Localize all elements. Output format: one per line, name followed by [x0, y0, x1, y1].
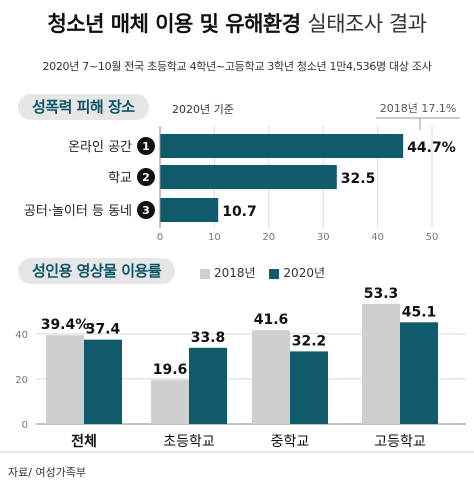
v-category-label: 전체: [71, 433, 97, 450]
v-tick-label: 0: [22, 420, 28, 431]
v-bar-value-label: 19.6: [153, 362, 188, 378]
v-bar-value-label: 33.8: [191, 330, 226, 346]
h-bar-2: [160, 165, 337, 189]
basis-year-note: 2020년 기준: [172, 103, 234, 116]
v-bar-value-label: 45.1: [402, 304, 437, 320]
v-bar-value-label: 41.6: [254, 312, 289, 328]
v-tick-label: 20: [15, 375, 28, 386]
legend-label-2020: 2020년: [283, 266, 326, 280]
v-bar-value-label: 32.2: [292, 333, 327, 349]
page-title: 청소년 매체 이용 및 유해환경 실태조사 결과: [0, 8, 474, 38]
h-category-label: 공터·놀이터 등 동네: [24, 204, 132, 219]
h-bar-value-label: 10.7: [222, 204, 257, 220]
legend: 2018년 2020년: [200, 264, 335, 281]
title-light: 실태조사 결과: [307, 12, 427, 36]
rank-badge-icon: [137, 201, 155, 219]
v-bar-2018년-1: [46, 335, 84, 424]
legend-item-2020: 2020년: [269, 264, 325, 281]
h-tick-label: 40: [371, 232, 384, 243]
v-category-label: 중학교: [271, 434, 310, 450]
legend-label-2018: 2018년: [214, 266, 256, 280]
v-bar-value-label: 39.4%: [41, 317, 90, 333]
rank-number: 2: [142, 171, 150, 184]
v-bar-2020년-1: [84, 339, 122, 424]
h-tick-label: 50: [426, 232, 439, 243]
v-bar-2018년-2: [151, 379, 189, 424]
v-bar-2020년-4: [400, 322, 438, 424]
h-category-label: 학교: [108, 171, 132, 186]
v-tick-label: 40: [15, 330, 28, 341]
source-note: 자료/ 여성가족부: [8, 466, 87, 479]
h-tick-label: 10: [208, 232, 221, 243]
rank-number: 3: [142, 204, 150, 217]
section-label-adult-media: 성인용 영상물 이용률: [18, 258, 176, 284]
v-bar-2020년-3: [290, 351, 328, 424]
subtitle: 2020년 7~10월 전국 초등학교 4학년~고등학교 3학년 청소년 1만4…: [42, 60, 432, 73]
reference-label: 2018년 17.1%: [380, 102, 457, 115]
v-category-label: 고등학교: [374, 434, 426, 450]
h-category-label: 온라인 공간: [68, 140, 132, 155]
h-tick-label: 0: [157, 232, 163, 243]
h-tick-label: 20: [262, 232, 275, 243]
v-bar-2020년-2: [189, 347, 227, 424]
v-bar-2018년-3: [252, 330, 290, 424]
h-bar-value-label: 32.5: [341, 171, 376, 187]
title-bold: 청소년 매체 이용 및 유해환경: [47, 12, 301, 36]
legend-item-2018: 2018년: [200, 264, 256, 281]
h-tick-label: 30: [317, 232, 330, 243]
rank-badge-icon: [137, 137, 155, 155]
h-bar-1: [160, 134, 404, 158]
rank-badge-icon: [137, 168, 155, 186]
h-bar-value-label: 44.7%: [407, 140, 456, 156]
v-category-label: 초등학교: [163, 434, 215, 450]
section-label-damage-place: 성폭력 피해 장소: [18, 94, 149, 120]
h-bar-3: [160, 198, 219, 222]
v-bar-value-label: 53.3: [364, 286, 399, 302]
v-bar-value-label: 37.4: [86, 322, 121, 338]
v-bar-2018년-4: [362, 303, 400, 424]
rank-number: 1: [142, 140, 150, 153]
